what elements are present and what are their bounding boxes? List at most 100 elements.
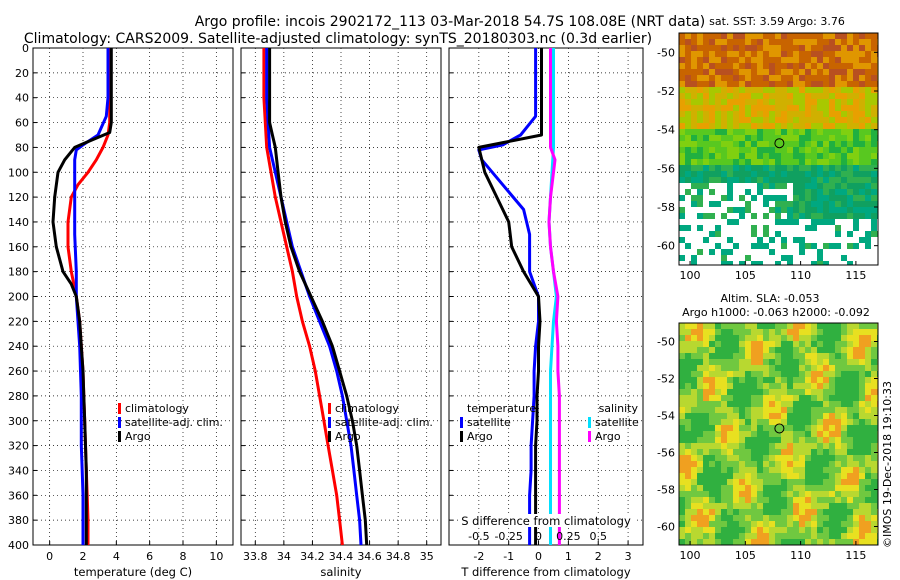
map-cell xyxy=(745,183,751,189)
map-cell xyxy=(799,353,805,359)
map-cell xyxy=(775,189,781,195)
map-cell xyxy=(793,377,799,383)
map-cell xyxy=(685,413,691,419)
map-cell xyxy=(763,425,769,431)
map-cell xyxy=(835,45,841,51)
map-cell xyxy=(787,153,793,159)
map-cell xyxy=(697,485,703,491)
map-cell xyxy=(721,63,727,69)
map-cell xyxy=(841,123,847,129)
map-cell xyxy=(775,329,781,335)
map-cell xyxy=(709,497,715,503)
map-cell xyxy=(799,347,805,353)
map-cell xyxy=(787,521,793,527)
map-cell xyxy=(835,183,841,189)
map-cell xyxy=(679,371,685,377)
map-cell xyxy=(745,515,751,521)
map-cell xyxy=(715,207,721,213)
map-cell xyxy=(763,123,769,129)
map-cell xyxy=(835,371,841,377)
map-cell xyxy=(697,243,703,249)
map-cell xyxy=(697,449,703,455)
map-cell xyxy=(859,515,865,521)
map-cell xyxy=(781,177,787,183)
map-cell xyxy=(793,365,799,371)
map-cell xyxy=(721,455,727,461)
map-cell xyxy=(733,443,739,449)
map-cell xyxy=(685,141,691,147)
map-cell xyxy=(823,365,829,371)
map-frame xyxy=(678,32,879,266)
map-cell xyxy=(745,195,751,201)
map-cell xyxy=(685,213,691,219)
map-cell xyxy=(853,45,859,51)
map-cell xyxy=(769,225,775,231)
map-cell xyxy=(823,539,829,545)
map-cell xyxy=(871,497,877,503)
legend-label: climatology xyxy=(125,402,189,415)
map-cell xyxy=(859,69,865,75)
map-cell xyxy=(811,105,817,111)
map-cell xyxy=(853,225,859,231)
map-cell xyxy=(823,177,829,183)
map-cell xyxy=(799,81,805,87)
map-cell xyxy=(835,75,841,81)
map-cell xyxy=(727,153,733,159)
map-cell xyxy=(781,407,787,413)
map-cell xyxy=(679,237,685,243)
map-cell xyxy=(679,479,685,485)
map-cell xyxy=(853,407,859,413)
map-cell xyxy=(739,455,745,461)
map-cell xyxy=(799,75,805,81)
map-cell xyxy=(685,497,691,503)
map-cell xyxy=(829,237,835,243)
map-cell xyxy=(721,467,727,473)
map-cell xyxy=(841,509,847,515)
map-cell xyxy=(865,135,871,141)
map-cell xyxy=(745,455,751,461)
map-cell xyxy=(721,419,727,425)
map-cell xyxy=(799,207,805,213)
map-cell xyxy=(709,473,715,479)
map-cell xyxy=(829,159,835,165)
map-cell xyxy=(823,395,829,401)
map-cell xyxy=(781,39,787,45)
map-cell xyxy=(697,323,703,329)
map-cell xyxy=(811,135,817,141)
map-cell xyxy=(691,51,697,57)
map-cell xyxy=(745,503,751,509)
map-cell xyxy=(823,255,829,261)
map-cell xyxy=(709,407,715,413)
map-cell xyxy=(763,75,769,81)
map-cell xyxy=(727,419,733,425)
map-cell xyxy=(757,443,763,449)
map-cell xyxy=(703,431,709,437)
map-cell xyxy=(727,335,733,341)
map-cell xyxy=(709,479,715,485)
map-cell xyxy=(793,141,799,147)
map-cell xyxy=(841,335,847,341)
map-cell xyxy=(703,515,709,521)
map-cell xyxy=(685,443,691,449)
map-cell xyxy=(847,359,853,365)
map-cell xyxy=(709,249,715,255)
map-cell xyxy=(853,479,859,485)
map-cell xyxy=(751,207,757,213)
map-cell xyxy=(787,171,793,177)
map-cell xyxy=(841,347,847,353)
map-cell xyxy=(841,521,847,527)
map-cell xyxy=(859,81,865,87)
map-cell xyxy=(751,87,757,93)
map-cell xyxy=(787,243,793,249)
map-cell xyxy=(811,389,817,395)
map-cell xyxy=(769,443,775,449)
map-cell xyxy=(793,261,799,265)
map-cell xyxy=(829,219,835,225)
map-cell xyxy=(829,33,835,39)
map-cell xyxy=(703,449,709,455)
map-cell xyxy=(739,467,745,473)
map-cell xyxy=(847,365,853,371)
map-cell xyxy=(757,159,763,165)
map-cell xyxy=(859,111,865,117)
map-cell xyxy=(871,473,877,479)
